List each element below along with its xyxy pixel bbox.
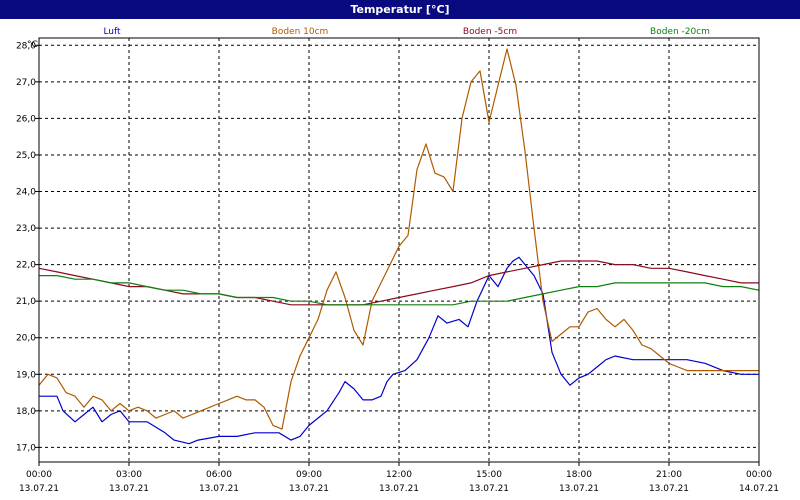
y-tick-label: 21,0: [16, 297, 36, 307]
x-tick-time-label: 18:00: [566, 470, 592, 480]
series-line: [39, 275, 760, 306]
x-tick-date-label: 13.07.21: [379, 484, 419, 494]
x-tick-time-label: 09:00: [296, 470, 322, 480]
legend-entry: Boden -5cm: [463, 27, 517, 37]
legend-entry: Boden -20cm: [650, 27, 710, 37]
legend-entry: Boden 10cm: [272, 27, 329, 37]
y-axis: 17,0 18,0 19,0 20,0 21,0 22,0 23,0 24,0 25,0 26,0…: [16, 41, 39, 453]
y-tick-label: 22,0: [16, 261, 36, 271]
x-tick-date-label: 13.07.21: [559, 484, 599, 494]
x-tick-time-label: 21:00: [656, 470, 682, 480]
window-title: Temperatur [°C]: [0, 0, 800, 19]
y-tick-label: 28,0: [16, 41, 36, 51]
x-tick-date-label: 13.07.21: [289, 484, 329, 494]
x-axis: 00:00 13.07.21 03:00 13.07.21 06:00 13.07.21 0…: [19, 462, 779, 494]
x-tick-time-label: 03:00: [116, 470, 142, 480]
x-tick-time-label: 00:00: [26, 470, 52, 480]
x-tick-date-label: 13.07.21: [199, 484, 239, 494]
grid: [38, 38, 760, 462]
y-tick-label: 25,0: [16, 151, 36, 161]
y-axis-label: °C: [27, 40, 38, 50]
x-tick-time-label: 00:00: [746, 470, 772, 480]
y-tick-label: 26,0: [16, 114, 36, 124]
series-group: [38, 48, 760, 445]
legend: Luft Boden 10cm Boden -5cm Boden -20cm: [103, 27, 710, 37]
series-line: [39, 256, 759, 445]
x-tick-time-label: 15:00: [476, 470, 502, 480]
y-tick-label: 19,0: [16, 370, 36, 380]
x-tick-time-label: 12:00: [386, 470, 412, 480]
temperature-chart: 17,0 18,0 19,0 20,0 21,0 22,0 23,0 24,0 25,0 26,0…: [16, 27, 779, 494]
x-tick-date-label: 13.07.21: [109, 484, 149, 494]
x-tick-date-label: 13.07.21: [19, 484, 59, 494]
legend-entry: Luft: [103, 27, 121, 37]
x-tick-date-label: 14.07.21: [739, 484, 779, 494]
y-tick-label: 27,0: [16, 78, 36, 88]
series-line: [38, 48, 759, 430]
x-tick-date-label: 13.07.21: [649, 484, 689, 494]
y-tick-label: 18,0: [16, 407, 36, 417]
y-tick-label: 20,0: [16, 334, 36, 344]
y-tick-label: 24,0: [16, 188, 36, 198]
x-tick-date-label: 13.07.21: [469, 484, 509, 494]
x-tick-time-label: 06:00: [206, 470, 232, 480]
y-tick-label: 17,0: [16, 443, 36, 453]
y-tick-label: 23,0: [16, 224, 36, 234]
